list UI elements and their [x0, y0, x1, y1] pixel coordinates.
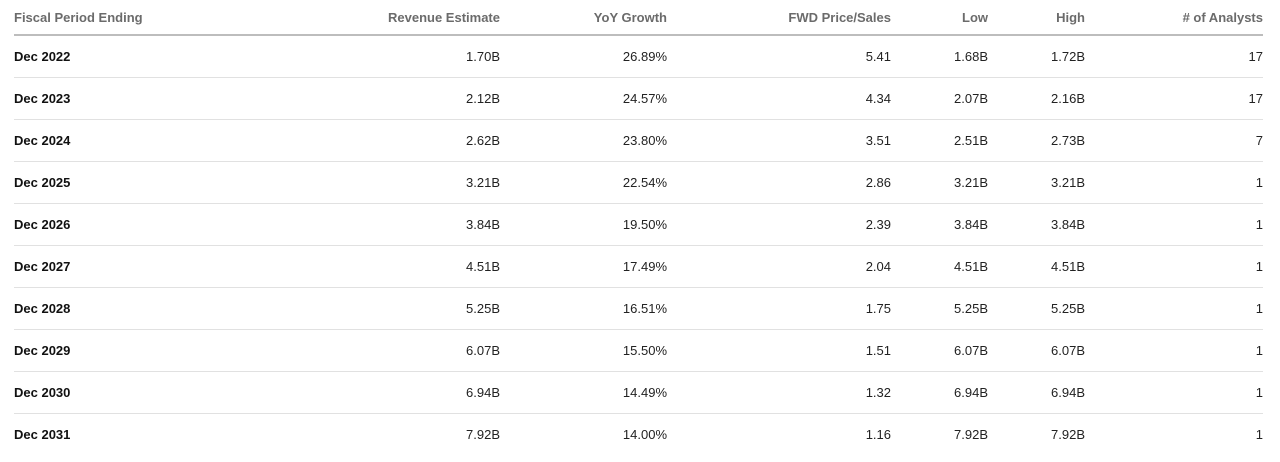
table-row: Dec 2027 4.51B 17.49% 2.04 4.51B 4.51B 1: [14, 245, 1263, 288]
cell-yoy-growth: 26.89%: [500, 35, 667, 78]
header-fwd-price-sales[interactable]: FWD Price/Sales: [667, 0, 891, 36]
cell-high: 6.07B: [988, 329, 1085, 372]
cell-low: 6.07B: [891, 329, 988, 372]
cell-fiscal-period: Dec 2025: [14, 161, 174, 204]
cell-number-of-analysts: 1: [1085, 287, 1263, 330]
table-row: Dec 2028 5.25B 16.51% 1.75 5.25B 5.25B 1: [14, 287, 1263, 330]
cell-fiscal-period: Dec 2027: [14, 245, 174, 288]
cell-fiscal-period: Dec 2029: [14, 329, 174, 372]
cell-fiscal-period: Dec 2022: [14, 35, 174, 78]
cell-revenue-estimate: 2.12B: [174, 77, 500, 120]
cell-yoy-growth: 15.50%: [500, 329, 667, 372]
cell-low: 1.68B: [891, 35, 988, 78]
cell-low: 3.21B: [891, 161, 988, 204]
cell-fwd-price-sales: 2.86: [667, 161, 891, 204]
cell-yoy-growth: 19.50%: [500, 203, 667, 246]
table-row: Dec 2031 7.92B 14.00% 1.16 7.92B 7.92B 1: [14, 414, 1263, 456]
cell-number-of-analysts: 1: [1255, 427, 1263, 442]
cell-high: 3.84B: [988, 203, 1085, 246]
cell-yoy-growth: 16.51%: [500, 287, 667, 330]
cell-revenue-estimate: 4.51B: [174, 245, 500, 288]
cell-fiscal-period: Dec 2028: [14, 287, 174, 330]
table-row: Dec 2022 1.70B 26.89% 5.41 1.68B 1.72B 1…: [14, 35, 1263, 78]
table-body: Dec 2022 1.70B 26.89% 5.41 1.68B 1.72B 1…: [14, 35, 1263, 455]
header-revenue-estimate[interactable]: Revenue Estimate: [174, 0, 500, 36]
cell-low: 2.07B: [891, 77, 988, 120]
cell-revenue-estimate: 3.21B: [174, 161, 500, 204]
cell-fwd-price-sales: 2.39: [667, 203, 891, 246]
cell-revenue-estimate: 6.07B: [174, 329, 500, 372]
table-header: Fiscal Period Ending Revenue Estimate Yo…: [14, 0, 1263, 36]
header-high[interactable]: High: [988, 0, 1085, 36]
cell-fwd-price-sales: 5.41: [667, 35, 891, 78]
header-yoy-growth[interactable]: YoY Growth: [500, 0, 667, 36]
cell-number-of-analysts: 1: [1085, 371, 1263, 414]
cell-revenue-estimate: 2.62B: [174, 119, 500, 162]
revenue-estimates-table-container: Fiscal Period Ending Revenue Estimate Yo…: [14, 0, 1263, 455]
cell-yoy-growth: 14.49%: [500, 371, 667, 414]
cell-low: 4.51B: [891, 245, 988, 288]
cell-high: 4.51B: [988, 245, 1085, 288]
cell-high: 7.92B: [1051, 427, 1085, 442]
cell-fwd-price-sales: 3.51: [667, 119, 891, 162]
cell-fwd-price-sales: 1.75: [667, 287, 891, 330]
cell-yoy-growth: 14.00%: [622, 427, 667, 442]
table-row: Dec 2023 2.12B 24.57% 4.34 2.07B 2.16B 1…: [14, 77, 1263, 120]
table-row: Dec 2029 6.07B 15.50% 1.51 6.07B 6.07B 1: [14, 329, 1263, 372]
cell-number-of-analysts: 1: [1085, 161, 1263, 204]
header-low[interactable]: Low: [891, 0, 988, 36]
cell-revenue-estimate: 7.92B: [466, 427, 500, 442]
cell-high: 2.16B: [988, 77, 1085, 120]
header-number-of-analysts[interactable]: # of Analysts: [1085, 0, 1263, 36]
cell-revenue-estimate: 6.94B: [174, 371, 500, 414]
table-row: Dec 2024 2.62B 23.80% 3.51 2.51B 2.73B 7: [14, 119, 1263, 162]
cell-number-of-analysts: 7: [1085, 119, 1263, 162]
cell-high: 6.94B: [988, 371, 1085, 414]
cell-number-of-analysts: 17: [1085, 77, 1263, 120]
cell-low: 3.84B: [891, 203, 988, 246]
cell-high: 3.21B: [988, 161, 1085, 204]
cell-number-of-analysts: 17: [1085, 35, 1263, 78]
cell-fiscal-period: Dec 2026: [14, 203, 174, 246]
table-row: Dec 2025 3.21B 22.54% 2.86 3.21B 3.21B 1: [14, 161, 1263, 204]
cell-revenue-estimate: 5.25B: [174, 287, 500, 330]
cell-low: 7.92B: [954, 427, 988, 442]
cell-fwd-price-sales: 1.16: [865, 427, 891, 442]
header-fiscal-period-ending[interactable]: Fiscal Period Ending: [14, 0, 174, 36]
cell-revenue-estimate: 1.70B: [174, 35, 500, 78]
cell-fwd-price-sales: 1.51: [667, 329, 891, 372]
table-row: Dec 2030 6.94B 14.49% 1.32 6.94B 6.94B 1: [14, 371, 1263, 414]
cell-revenue-estimate: 3.84B: [174, 203, 500, 246]
cell-fwd-price-sales: 4.34: [667, 77, 891, 120]
cell-low: 5.25B: [891, 287, 988, 330]
cell-high: 1.72B: [988, 35, 1085, 78]
revenue-estimates-table: Fiscal Period Ending Revenue Estimate Yo…: [14, 0, 1263, 455]
table-row: Dec 2026 3.84B 19.50% 2.39 3.84B 3.84B 1: [14, 203, 1263, 246]
cell-fiscal-period: Dec 2023: [14, 77, 174, 120]
cell-fwd-price-sales: 1.32: [667, 371, 891, 414]
cell-high: 5.25B: [988, 287, 1085, 330]
cell-yoy-growth: 23.80%: [500, 119, 667, 162]
cell-yoy-growth: 17.49%: [500, 245, 667, 288]
cell-low: 6.94B: [891, 371, 988, 414]
cell-fiscal-period: Dec 2031: [14, 427, 71, 442]
cell-yoy-growth: 24.57%: [500, 77, 667, 120]
cell-number-of-analysts: 1: [1085, 245, 1263, 288]
cell-fiscal-period: Dec 2024: [14, 119, 174, 162]
cell-number-of-analysts: 1: [1085, 203, 1263, 246]
cell-fwd-price-sales: 2.04: [667, 245, 891, 288]
cell-high: 2.73B: [988, 119, 1085, 162]
cell-low: 2.51B: [891, 119, 988, 162]
header-row: Fiscal Period Ending Revenue Estimate Yo…: [14, 0, 1263, 36]
cell-number-of-analysts: 1: [1085, 329, 1263, 372]
cell-yoy-growth: 22.54%: [500, 161, 667, 204]
cell-fiscal-period: Dec 2030: [14, 371, 174, 414]
